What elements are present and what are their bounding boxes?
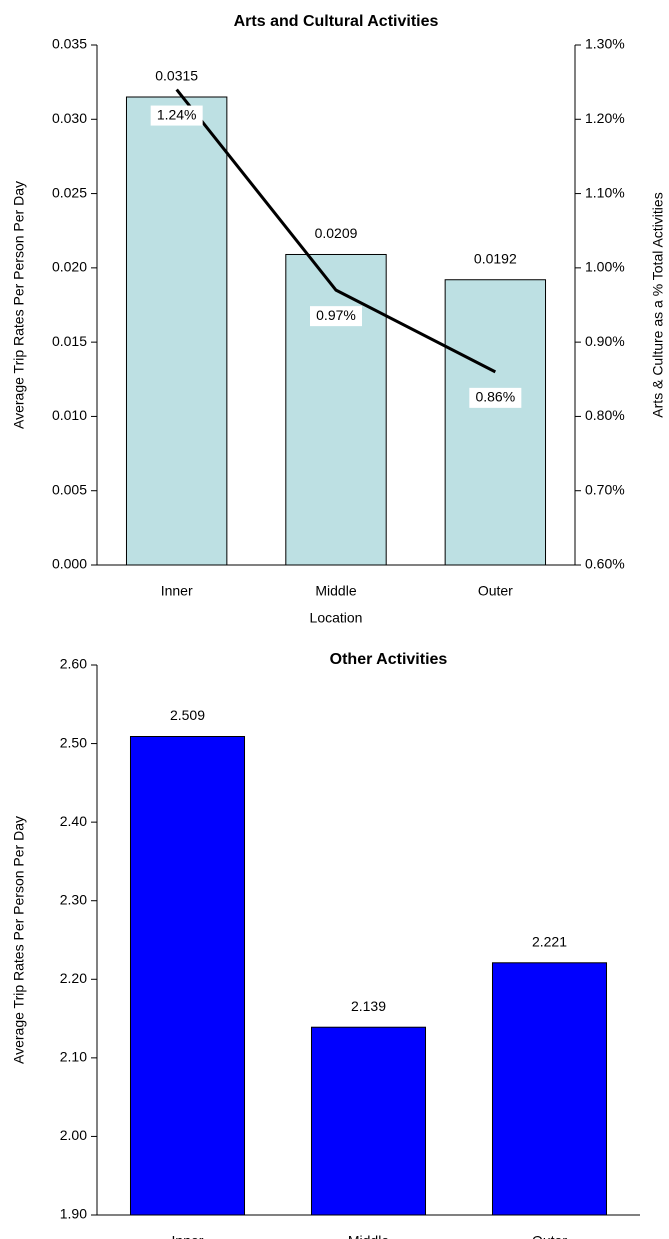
bar-value-label: 0.0192 xyxy=(474,250,517,266)
chart: Other Activities Average Trip Rates Per P… xyxy=(11,651,640,1239)
y-axis-label: Average Trip Rates Per Person Per Day xyxy=(11,816,27,1064)
x-tick-label: Outer xyxy=(532,1233,567,1239)
x-tick-label: Middle xyxy=(348,1233,389,1239)
bar xyxy=(125,96,228,566)
y2-tick-label: 0.80% xyxy=(585,407,625,423)
chart-title: Arts and Cultural Activities xyxy=(234,13,439,30)
y-tick-label: 2.50 xyxy=(60,734,87,750)
y2-tick-label: 1.00% xyxy=(585,259,625,275)
line-value-label: 0.97% xyxy=(316,307,356,323)
y-tick-label: 2.40 xyxy=(60,813,87,829)
line-value-label: 0.86% xyxy=(475,389,515,405)
line-label-bg xyxy=(150,105,203,126)
bar-value-label: 2.139 xyxy=(351,998,386,1014)
y2-tick-label: 0.70% xyxy=(585,481,625,497)
y-tick-label: 0.035 xyxy=(52,36,87,52)
y-tick-label: 2.60 xyxy=(60,656,87,672)
x-tick-label: Inner xyxy=(161,583,193,599)
bar xyxy=(310,1026,427,1216)
y-tick-label: 2.20 xyxy=(60,970,87,986)
y2-tick-label: 1.30% xyxy=(585,36,625,52)
y-tick-label: 2.00 xyxy=(60,1127,87,1143)
y2-axis-label: Arts & Culture as a % Total Activities xyxy=(650,192,666,417)
y2-tick-label: 1.10% xyxy=(585,184,625,200)
bar xyxy=(444,279,547,566)
y-tick-label: 0.015 xyxy=(52,333,87,349)
line xyxy=(175,88,497,374)
y2-tick-label: 0.60% xyxy=(585,556,625,572)
y-tick-label: 2.30 xyxy=(60,891,87,907)
bar-value-label: 2.221 xyxy=(532,933,567,949)
bar-value-label: 0.0315 xyxy=(155,68,198,84)
x-tick-label: Outer xyxy=(478,583,513,599)
x-tick-label: Middle xyxy=(315,583,356,599)
x-axis-label: Location xyxy=(310,610,363,626)
bar-value-label: 0.0209 xyxy=(315,225,358,241)
y-axis-label: Average Trip Rates Per Person Per Day xyxy=(11,181,27,429)
chart: Arts and Cultural Activities Average Trip… xyxy=(11,13,666,625)
y2-tick-label: 0.90% xyxy=(585,333,625,349)
y-tick-label: 0.000 xyxy=(52,556,87,572)
y-tick-label: 1.90 xyxy=(60,1206,87,1222)
y-tick-label: 0.005 xyxy=(52,481,87,497)
y-tick-label: 0.030 xyxy=(52,110,87,126)
bar xyxy=(491,962,608,1216)
y2-tick-label: 1.20% xyxy=(585,110,625,126)
chart-title: Other Activities xyxy=(330,651,448,668)
line-value-label: 1.24% xyxy=(157,106,197,122)
line-label-bg xyxy=(310,306,362,327)
y-tick-label: 0.020 xyxy=(52,259,87,275)
y-tick-label: 2.10 xyxy=(60,1049,87,1065)
bar xyxy=(285,253,387,566)
bar-value-label: 2.509 xyxy=(170,707,205,723)
line-label-bg xyxy=(469,387,522,408)
bar xyxy=(129,736,246,1216)
y-tick-label: 0.025 xyxy=(52,184,87,200)
y-tick-label: 0.010 xyxy=(52,407,87,423)
x-tick-label: Inner xyxy=(172,1233,204,1239)
